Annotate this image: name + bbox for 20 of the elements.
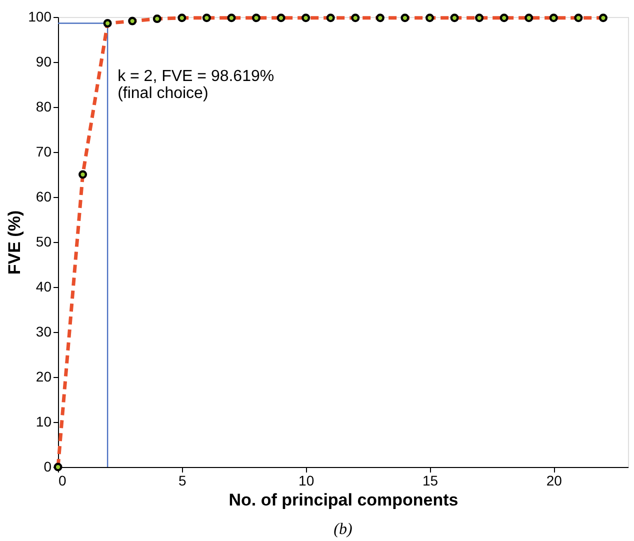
- y-tick-label: 50: [36, 234, 52, 250]
- x-tick-label: 20: [546, 472, 562, 488]
- annotation: k = 2, FVE = 98.619% (final choice): [118, 68, 274, 102]
- x-tick-label: 0: [58, 472, 66, 488]
- y-tick-label: 20: [36, 368, 52, 384]
- y-tick-label: 70: [36, 144, 52, 160]
- x-tick-label: 10: [298, 472, 314, 488]
- x-tick-label: 5: [178, 472, 187, 488]
- y-tick-label: 90: [36, 54, 52, 70]
- y-tick-label: 80: [36, 98, 52, 114]
- x-axis-title: No. of principal components: [228, 490, 458, 510]
- y-axis-title: FVE (%): [5, 210, 24, 275]
- x-tick-label: 15: [422, 472, 438, 488]
- y-tick-label: 40: [36, 278, 52, 294]
- y-tick-label: 10: [36, 414, 52, 430]
- y-tick-label: 0: [44, 458, 52, 474]
- text: (b): [334, 521, 352, 538]
- y-tick-label: 30: [36, 324, 52, 340]
- y-tick-label: 100: [28, 8, 52, 24]
- y-tick-label: 60: [36, 188, 52, 204]
